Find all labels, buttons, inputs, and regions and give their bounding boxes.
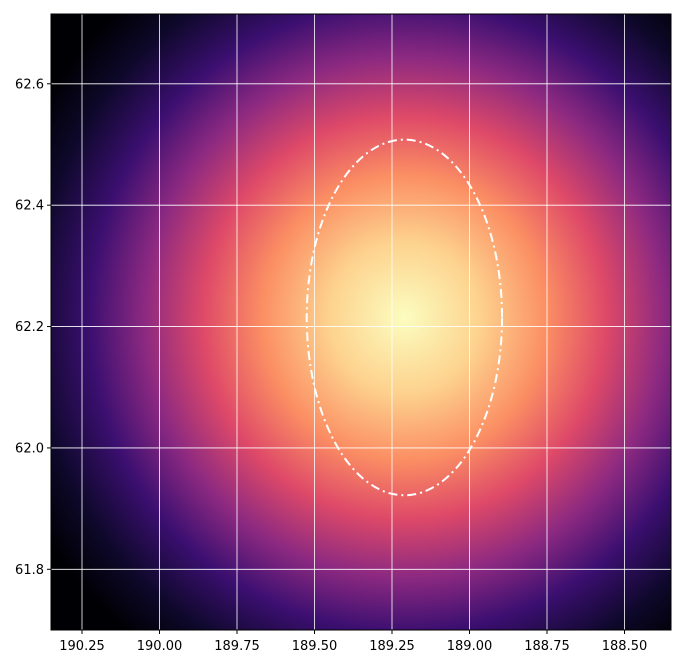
x-tick-label: 189.25 (369, 639, 415, 654)
x-tick-label: 190.25 (59, 639, 105, 654)
x-tick-label: 189.75 (214, 639, 260, 654)
y-tick-label: 61.8 (15, 563, 44, 578)
heatmap-image (51, 14, 671, 630)
x-axis: 190.25 190.00 189.75 189.50 189.25 189.00 188.… (59, 630, 647, 654)
y-tick-label: 62.4 (15, 199, 44, 214)
y-axis: 61.8 62.0 62.2 62.4 62.6 (15, 77, 51, 578)
y-tick-label: 62.2 (15, 320, 44, 335)
grid-lines (51, 14, 671, 630)
contour-ellipse (305, 138, 504, 497)
x-tick-label: 190.00 (137, 639, 183, 654)
x-tick-label: 188.75 (524, 639, 570, 654)
x-tick-label: 189.50 (292, 639, 338, 654)
y-tick-label: 62.0 (15, 441, 44, 456)
y-tick-label: 62.6 (15, 77, 44, 92)
x-tick-label: 188.50 (602, 639, 648, 654)
plot-frame (50, 13, 672, 631)
x-tick-label: 189.00 (447, 639, 493, 654)
